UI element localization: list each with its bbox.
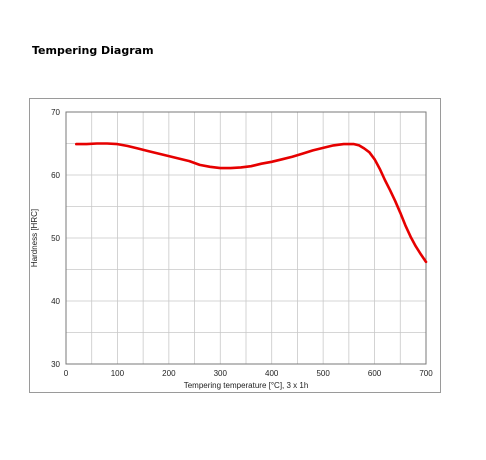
x-tick-label: 700 <box>419 369 433 378</box>
y-tick-label: 60 <box>51 171 60 180</box>
y-tick-label: 50 <box>51 234 60 243</box>
y-tick-label: 40 <box>51 297 60 306</box>
x-tick-label: 200 <box>162 369 176 378</box>
x-axis-label: Tempering temperature [°C], 3 x 1h <box>184 381 309 390</box>
x-tick-label: 300 <box>214 369 228 378</box>
tick-labels: 0 100 200 300 400 500 600 700 30 40 50 60 70 <box>51 108 433 378</box>
x-tick-label: 100 <box>111 369 125 378</box>
chart-frame <box>29 98 441 393</box>
hardness-curve <box>75 142 428 264</box>
grid <box>66 112 426 364</box>
x-tick-label: 500 <box>316 369 330 378</box>
x-tick-label: 600 <box>368 369 382 378</box>
y-tick-label: 30 <box>51 360 60 369</box>
y-axis-label: Hardness [HRC] <box>30 209 39 267</box>
y-tick-label: 70 <box>51 108 60 117</box>
x-tick-label: 0 <box>64 369 69 378</box>
x-tick-label: 400 <box>265 369 279 378</box>
page-title: Tempering Diagram <box>32 44 154 57</box>
plot-area <box>65 111 427 365</box>
